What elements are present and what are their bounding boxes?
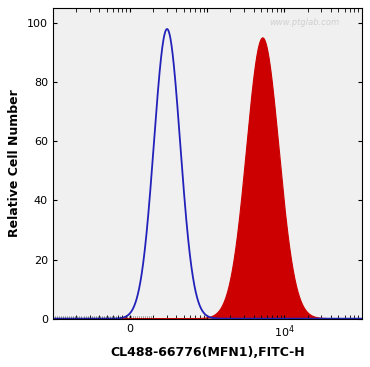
X-axis label: CL488-66776(MFN1),FITC-H: CL488-66776(MFN1),FITC-H: [110, 346, 305, 359]
Text: www.ptglab.com: www.ptglab.com: [269, 18, 339, 27]
Y-axis label: Relative Cell Number: Relative Cell Number: [9, 90, 21, 237]
